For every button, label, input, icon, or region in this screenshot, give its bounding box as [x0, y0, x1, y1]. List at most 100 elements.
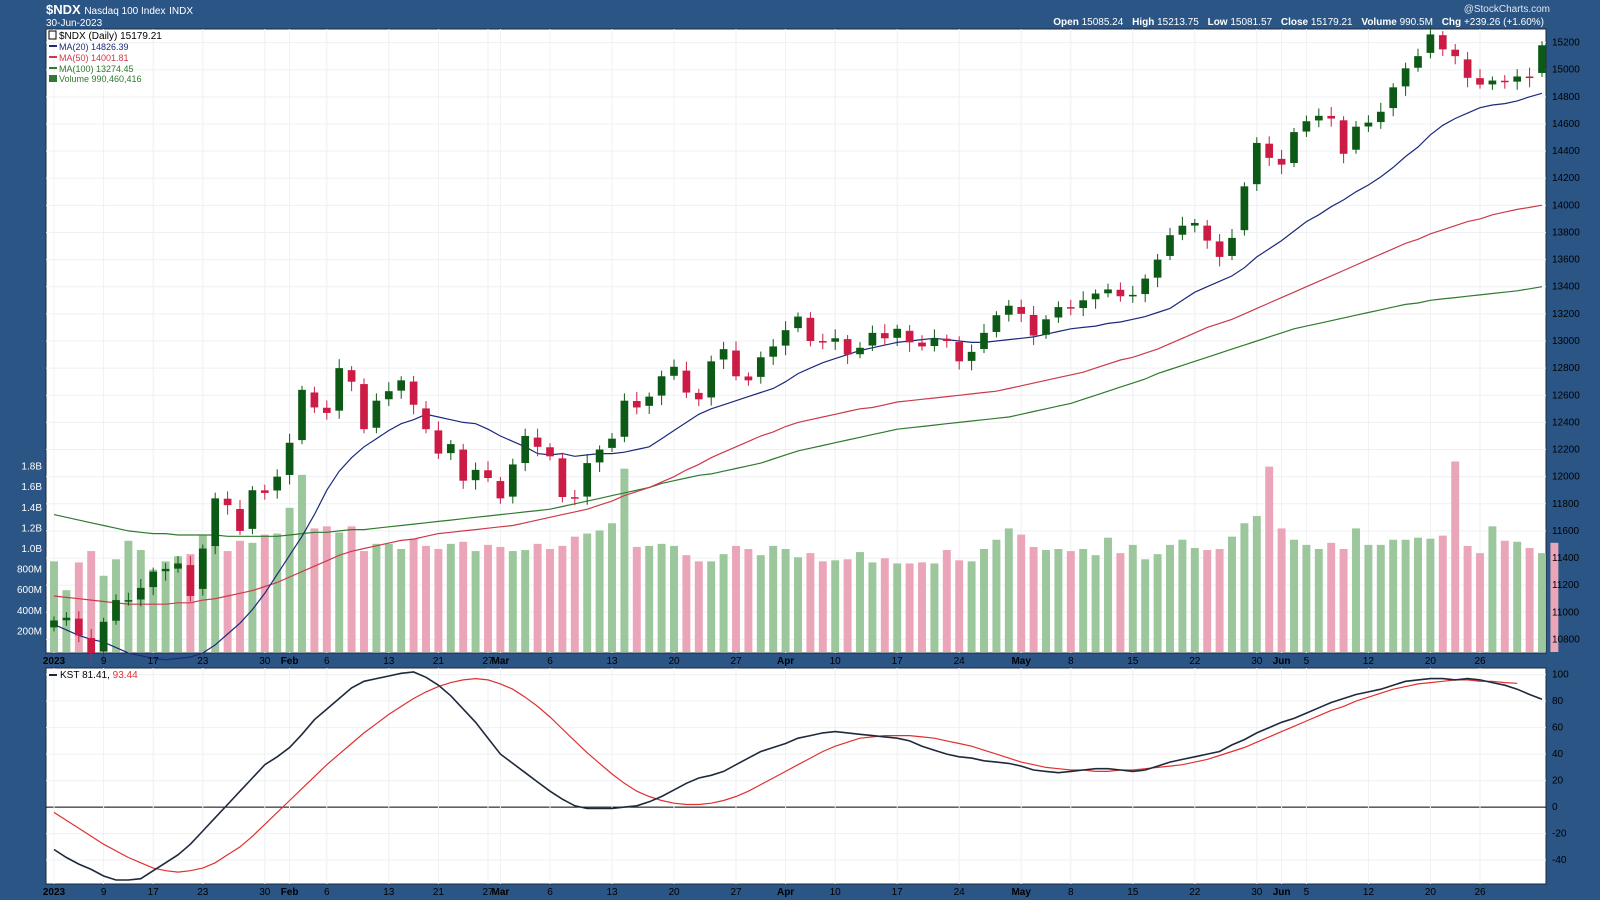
chg-value: +239.26 (+1.60%): [1463, 17, 1544, 28]
date-tick-label: 23: [197, 656, 209, 667]
price-tick-label: 11600: [1552, 526, 1580, 537]
kst-signal-legend-value: 93.44: [113, 670, 138, 681]
candle-body: [310, 392, 319, 408]
volume-bar: [992, 539, 1001, 652]
candle-body: [632, 401, 641, 408]
ohlc-readout: Open 15085.24 High 15213.75 Low 15081.57…: [1053, 17, 1550, 28]
stockcharts-credit[interactable]: @StockCharts.com: [1463, 4, 1550, 15]
volume-bar: [459, 541, 468, 652]
price-axis: 10800 11000 11200 11400 11600 11800 12000 12200…: [1552, 38, 1580, 646]
date-tick-label: 26: [1474, 887, 1486, 898]
volume-bar: [670, 545, 678, 652]
candle-body: [322, 407, 331, 413]
volume-bar: [521, 550, 530, 652]
volume-tick-label: 1.0B: [21, 544, 42, 555]
price-tick-label: 14200: [1552, 173, 1580, 184]
volume-bar: [422, 545, 430, 652]
kst-tick-label: -20: [1552, 829, 1567, 840]
volume-bar: [1104, 537, 1112, 652]
date-tick-label: 20: [668, 887, 680, 898]
volume-bar: [707, 561, 716, 652]
candle-body: [694, 392, 703, 400]
date-tick-label: May: [1011, 887, 1031, 898]
price-tick-label: 13600: [1552, 255, 1580, 266]
volume-bar: [843, 559, 852, 652]
volume-bar: [360, 551, 368, 652]
date-tick-label: 10: [830, 887, 842, 898]
candle-body: [1364, 122, 1373, 127]
price-tick-label: 13400: [1552, 282, 1580, 293]
date-tick-label: Apr: [777, 656, 794, 667]
volume-bar: [1364, 544, 1373, 652]
price-tick-label: 12200: [1552, 445, 1580, 456]
date-tick-label: Feb: [281, 887, 299, 898]
date-tick-label: 26: [1474, 656, 1486, 667]
price-tick-label: 11400: [1552, 553, 1580, 564]
candle-body: [484, 470, 492, 479]
volume-bar: [310, 528, 319, 652]
date-tick-label: 15: [1127, 887, 1139, 898]
candle-body: [1376, 111, 1385, 123]
candle-body: [384, 391, 393, 400]
candle-body: [174, 563, 182, 569]
candle-body: [1513, 76, 1522, 82]
candle-body: [1128, 294, 1137, 297]
volume-bar: [484, 544, 492, 652]
volume-tick-label: 600M: [17, 585, 42, 596]
volume-bar: [756, 555, 765, 652]
volume-bar: [818, 561, 827, 652]
volume-bar: [1438, 535, 1447, 652]
date-tick-label: 30: [259, 887, 271, 898]
legend-ma20: MA(20) 14826.39: [59, 42, 129, 52]
kst-panel[interactable]: [45, 667, 1547, 885]
candle-body: [236, 509, 244, 531]
candle-body: [273, 476, 282, 491]
date-tick-label: Feb: [281, 656, 299, 667]
date-tick-label: 2023: [43, 656, 66, 667]
volume-bar: [1029, 546, 1038, 652]
symbol-title: $NDX Nasdaq 100 Index INDX: [46, 2, 193, 17]
candle-body: [682, 370, 691, 393]
date-tick-label: 23: [197, 887, 209, 898]
volume-bar: [893, 563, 902, 652]
date-tick-label: 24: [954, 656, 966, 667]
candle-body: [620, 400, 629, 437]
kst-grid: [46, 668, 1546, 884]
volume-bar: [1004, 528, 1013, 652]
kst-tick-label: 0: [1552, 802, 1558, 813]
price-tick-label: 13200: [1552, 309, 1580, 320]
volume-bar: [384, 543, 393, 652]
volume-bars: [50, 461, 1559, 652]
candle-body: [87, 638, 96, 653]
volume-bar: [236, 540, 244, 652]
date-tick-label: 17: [892, 887, 904, 898]
candle-body: [1327, 115, 1336, 119]
candle-body: [1488, 80, 1497, 85]
volume-bar: [248, 542, 257, 652]
volume-bar: [595, 530, 604, 652]
price-tick-label: 14800: [1552, 92, 1580, 103]
chart-date: 30-Jun-2023: [46, 18, 103, 29]
symbol-name: Nasdaq 100 Index: [84, 6, 166, 17]
price-tick-label: 14600: [1552, 119, 1580, 130]
volume-axis: 200M 400M 600M 800M 1.0B 1.2B 1.4B 1.6B 1.8B: [17, 462, 42, 638]
volume-bar: [347, 526, 356, 652]
candle-body: [818, 341, 827, 343]
kst-legend: KST 81.41, 93.44: [49, 670, 138, 681]
candle-body: [806, 317, 815, 341]
candle-body: [211, 498, 220, 547]
date-tick-label: 5: [1304, 887, 1310, 898]
volume-tick-label: 1.2B: [21, 523, 42, 534]
date-tick-label: 30: [1251, 656, 1263, 667]
volume-bar: [1488, 526, 1497, 652]
volume-bar: [1389, 539, 1398, 652]
price-tick-label: 15200: [1552, 38, 1580, 49]
volume-bar: [1017, 534, 1026, 652]
candle-body: [1401, 68, 1410, 87]
candle-body: [546, 447, 554, 457]
volume-bar: [744, 549, 753, 652]
candle-body: [732, 350, 740, 377]
volume-bar: [1327, 542, 1336, 652]
date-tick-label: 9: [101, 887, 107, 898]
